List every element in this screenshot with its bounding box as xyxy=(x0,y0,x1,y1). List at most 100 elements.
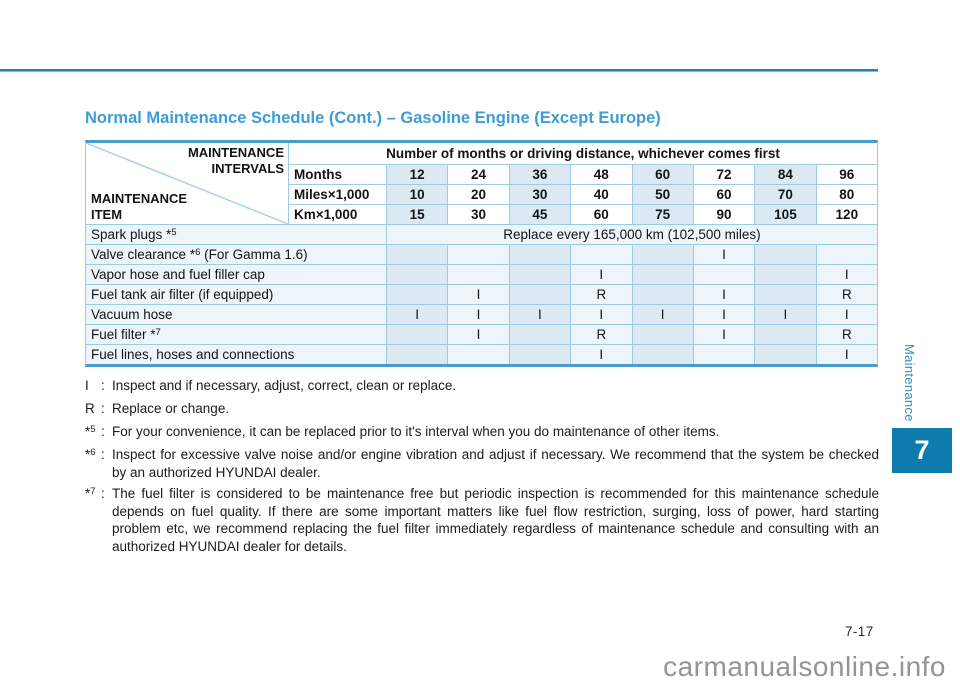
top-rule xyxy=(0,69,878,72)
service-cell xyxy=(508,285,571,304)
service-cell xyxy=(508,345,571,364)
service-cell: R xyxy=(815,325,877,344)
interval-value: 30 xyxy=(447,205,509,224)
footnote-ref: 5 xyxy=(171,227,177,238)
miles-row: Miles×1,000 10 20 30 40 50 60 70 80 xyxy=(289,184,877,204)
footnote-7: *7 : The fuel filter is considered to be… xyxy=(85,485,879,554)
interval-value: 60 xyxy=(692,185,755,204)
colon: : xyxy=(101,447,105,463)
table-row-spark-plugs: Spark plugs *5 Replace every 165,000 km … xyxy=(86,224,877,244)
legend-and-footnotes: I : Inspect and if necessary, adjust, co… xyxy=(85,377,879,559)
service-cell xyxy=(447,265,509,284)
service-cell xyxy=(386,325,448,344)
service-cell xyxy=(631,345,693,364)
interval-value: 60 xyxy=(631,165,693,184)
service-cell: I xyxy=(692,305,755,324)
service-cell xyxy=(508,325,571,344)
item-label: Valve clearance *6 (For Gamma 1.6) xyxy=(86,245,386,264)
service-cell: I xyxy=(447,305,509,324)
colon: : xyxy=(101,401,105,417)
chapter-number-badge: 7 xyxy=(892,428,952,473)
item-label: Vapor hose and fuel filler cap xyxy=(86,265,386,284)
item-label: Vacuum hose xyxy=(86,305,386,324)
footnote-ref: 7 xyxy=(155,327,161,338)
service-cell xyxy=(631,245,693,264)
service-cell xyxy=(631,265,693,284)
maintenance-schedule-table: MAINTENANCE INTERVALS MAINTENANCE ITEM N… xyxy=(85,140,878,367)
service-cell xyxy=(386,265,448,284)
service-cell xyxy=(631,285,693,304)
diagonal-divider xyxy=(86,143,288,224)
interval-value: 24 xyxy=(447,165,509,184)
interval-row-label: Km×1,000 xyxy=(289,205,386,224)
interval-value: 36 xyxy=(508,165,571,184)
service-cell xyxy=(386,345,448,364)
corner-cell: MAINTENANCE INTERVALS MAINTENANCE ITEM xyxy=(86,143,289,224)
service-cell: I xyxy=(570,265,632,284)
table-header: MAINTENANCE INTERVALS MAINTENANCE ITEM N… xyxy=(86,143,877,224)
service-cell: I xyxy=(754,305,816,324)
table-row-fuel-filter: Fuel filter *7 I R I R xyxy=(86,324,877,344)
colon: : xyxy=(101,424,105,440)
service-cell: I xyxy=(692,325,755,344)
item-label: Fuel tank air filter (if equipped) xyxy=(86,285,386,304)
service-cell: I xyxy=(692,285,755,304)
service-cell: I xyxy=(508,305,571,324)
service-cell xyxy=(570,245,632,264)
service-cell: R xyxy=(570,325,632,344)
table-row-vapor-hose: Vapor hose and fuel filler cap I I xyxy=(86,264,877,284)
interval-value: 120 xyxy=(815,205,877,224)
interval-value: 48 xyxy=(570,165,632,184)
corner-intervals-label: MAINTENANCE INTERVALS xyxy=(187,145,284,176)
chapter-side-label: Maintenance xyxy=(902,344,917,422)
interval-value: 30 xyxy=(508,185,571,204)
interval-value: 10 xyxy=(386,185,448,204)
interval-row-label: Months xyxy=(289,165,386,184)
service-cell xyxy=(692,265,755,284)
service-cell xyxy=(815,245,877,264)
footnote-6: *6 : Inspect for excessive valve noise a… xyxy=(85,447,879,480)
service-cell: I xyxy=(692,245,755,264)
interval-value: 70 xyxy=(754,185,816,204)
service-cell xyxy=(692,345,755,364)
service-cell xyxy=(447,345,509,364)
service-cell: I xyxy=(447,325,509,344)
item-label: Fuel filter *7 xyxy=(86,325,386,344)
interval-value: 45 xyxy=(508,205,571,224)
header-right: Number of months or driving distance, wh… xyxy=(289,143,877,224)
service-cell xyxy=(508,245,571,264)
service-cell xyxy=(754,245,816,264)
page-title: Normal Maintenance Schedule (Cont.) – Ga… xyxy=(85,109,661,127)
service-cell: I xyxy=(815,265,877,284)
service-cell: R xyxy=(815,285,877,304)
legend-replace: R : Replace or change. xyxy=(85,400,879,420)
interval-row-label: Miles×1,000 xyxy=(289,185,386,204)
interval-value: 72 xyxy=(692,165,755,184)
service-cell xyxy=(754,325,816,344)
service-cell: I xyxy=(386,305,448,324)
interval-value: 50 xyxy=(631,185,693,204)
interval-value: 40 xyxy=(570,185,632,204)
service-cell xyxy=(754,345,816,364)
service-cell xyxy=(386,245,448,264)
service-cell xyxy=(508,265,571,284)
interval-value: 60 xyxy=(570,205,632,224)
service-cell xyxy=(386,285,448,304)
km-row: Km×1,000 15 30 45 60 75 90 105 120 xyxy=(289,204,877,224)
page-number: 7-17 xyxy=(845,624,874,639)
service-cell xyxy=(631,325,693,344)
interval-value: 90 xyxy=(692,205,755,224)
service-cell xyxy=(447,245,509,264)
service-cell xyxy=(754,285,816,304)
header-title-cell: Number of months or driving distance, wh… xyxy=(289,143,877,164)
interval-value: 12 xyxy=(386,165,448,184)
table-row-fuel-tank-air-filter: Fuel tank air filter (if equipped) I R I… xyxy=(86,284,877,304)
footnote-5: *5 : For your convenience, it can be rep… xyxy=(85,423,879,443)
service-cell xyxy=(754,265,816,284)
service-cell: I xyxy=(447,285,509,304)
colon: : xyxy=(101,485,105,501)
replace-interval-note: Replace every 165,000 km (102,500 miles) xyxy=(386,225,877,244)
interval-value: 20 xyxy=(447,185,509,204)
item-label: Fuel lines, hoses and connections xyxy=(86,345,386,364)
interval-value: 80 xyxy=(815,185,877,204)
